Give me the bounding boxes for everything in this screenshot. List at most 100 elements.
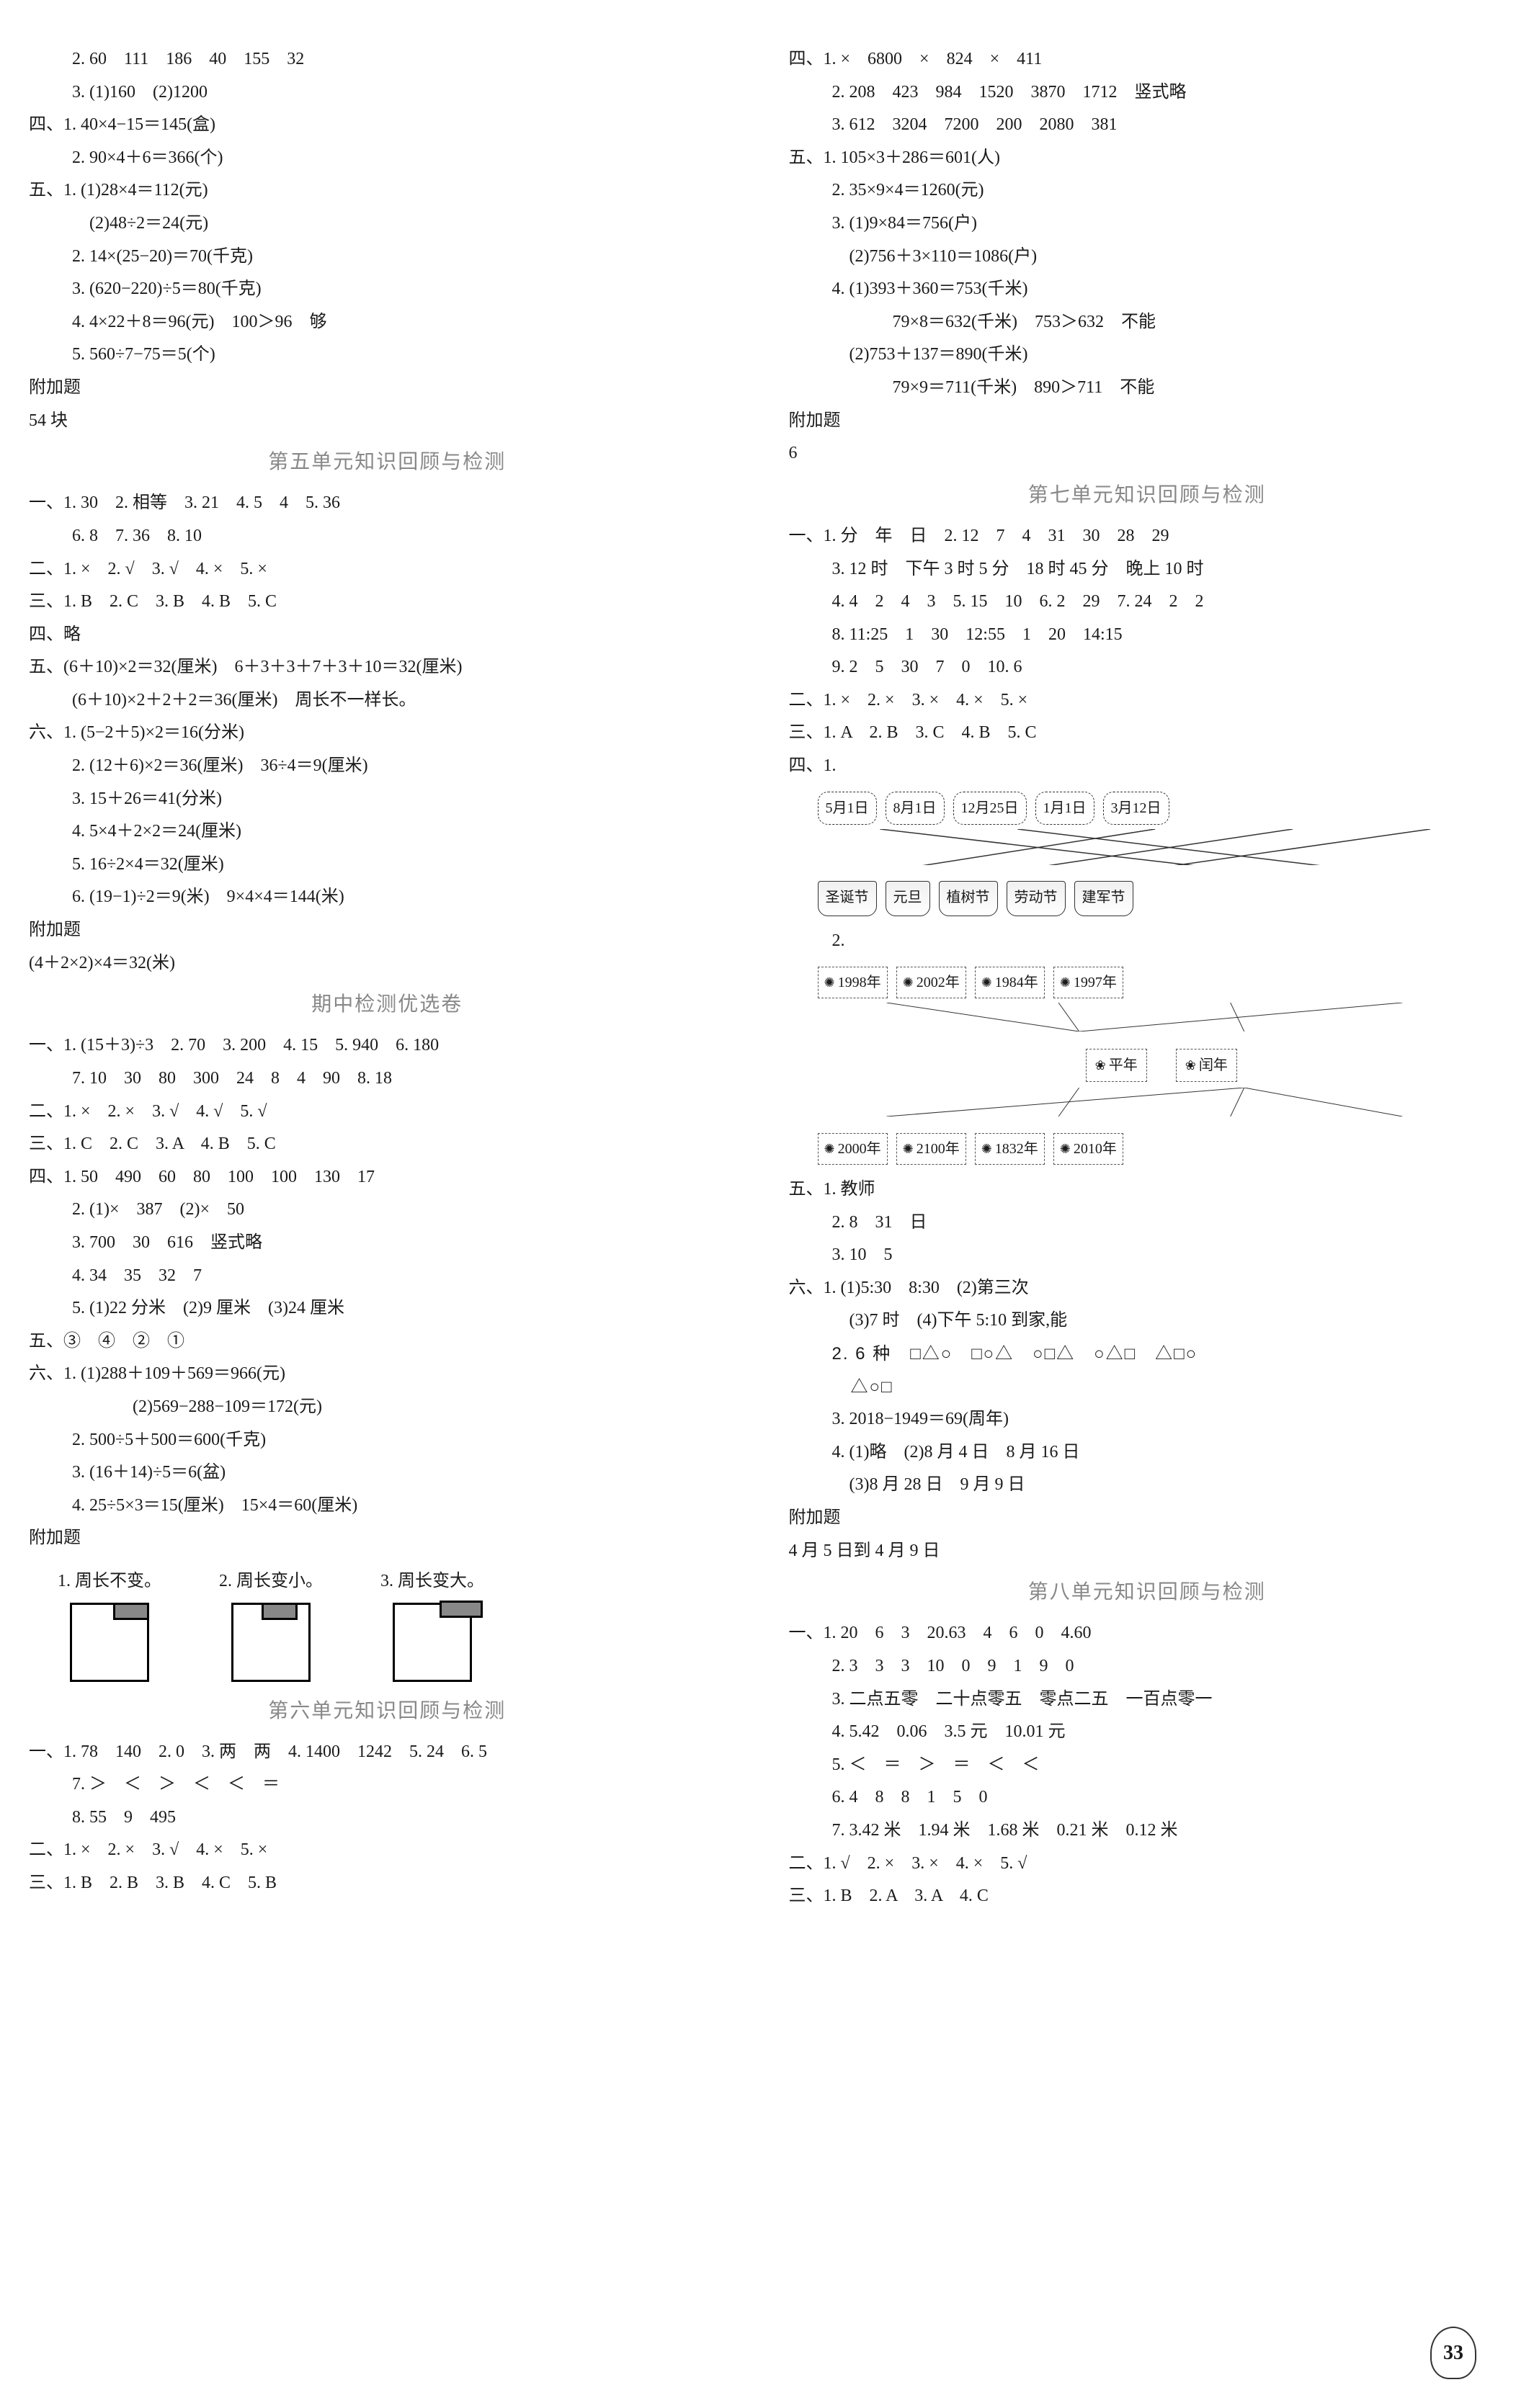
text-line: 4. 4 2 4 3 5. 15 10 6. 2 29 7. 24 2 2 [789,586,1506,619]
text-line: 三、1. C 2. C 3. A 4. B 5. C [29,1128,746,1161]
text-line: 4 月 5 日到 4 月 9 日 [789,1535,1506,1568]
text-line: 一、1. 分 年 日 2. 12 7 4 31 30 28 29 [789,520,1506,553]
year-box: 2100年 [896,1133,966,1165]
text-line: 3. 2018−1949＝69(周年) [789,1403,1506,1436]
unit-heading: 第五单元知识回顾与检测 [29,443,746,481]
date-tag: 3月12日 [1103,792,1169,825]
shape-2: 2. 周长变小。 [219,1565,323,1682]
text-line: 2. 6 种 □△○ □○△ ○□△ ○△□ △□○ [789,1338,1506,1371]
mid-pair-row: 平年 闰年 [818,1049,1506,1082]
text-line: 7. 10 30 80 300 24 8 4 90 8. 18 [29,1062,746,1096]
shape-3: 3. 周长变大。 [380,1565,484,1682]
year-type-box: 闰年 [1176,1049,1237,1082]
text-line: 5. 16÷2×4＝32(厘米) [29,849,746,882]
text-line: 2. 90×4＋6＝366(个) [29,142,746,175]
section-label: 附加题 [29,372,746,405]
connection-lines [818,1088,1506,1116]
text-line: 4. (1)393＋360＝753(千米) [789,273,1506,306]
text-line: (4＋2×2)×4＝32(米) [29,947,746,980]
perimeter-shapes: 1. 周长不变。 2. 周长变小。 3. 周长变大。 [58,1565,746,1682]
text-line: 3. 612 3204 7200 200 2080 381 [789,109,1506,142]
text-line: 三、1. B 2. A 3. A 4. C [789,1880,1506,1913]
text-line: 一、1. 78 140 2. 0 3. 两 两 4. 1400 1242 5. … [29,1736,746,1769]
unit-heading: 第六单元知识回顾与检测 [29,1692,746,1730]
date-tag: 1月1日 [1035,792,1094,825]
text-line: 2. 500÷5＋500＝600(千克) [29,1424,746,1457]
text-line: (6＋10)×2＋2＋2＝36(厘米) 周长不一样长。 [29,684,746,717]
text-line: 3. (16＋14)÷5＝6(盆) [29,1456,746,1490]
unit-heading: 期中检测优选卷 [29,985,746,1024]
festival-pot: 元旦 [886,881,930,916]
unit-heading: 第八单元知识回顾与检测 [789,1573,1506,1611]
shape-label: 3. 周长变大。 [380,1565,484,1598]
text-line: 4. (1)略 (2)8 月 4 日 8 月 16 日 [789,1436,1506,1469]
text-line: 6. 8 7. 36 8. 10 [29,520,746,553]
text-line: 五、1. 105×3＋286＝601(人) [789,142,1506,175]
top-years-row: 1998年 2002年 1984年 1997年 [818,967,1506,998]
text-line: 四、1. × 6800 × 824 × 411 [789,43,1506,76]
year-box: 2002年 [896,967,966,998]
text-line: 4. 5.42 0.06 3.5 元 10.01 元 [789,1716,1506,1749]
page-number-badge: 33 [1430,2327,1476,2379]
text-line: 3. 15＋26＝41(分米) [29,783,746,816]
section-label: 附加题 [789,405,1506,438]
text-line: 3. 10 5 [789,1239,1506,1272]
text-line: 54 块 [29,405,746,438]
page-container: 2. 60 111 186 40 155 32 3. (1)160 (2)120… [29,43,1505,1913]
text-line: 六、1. (1)5:30 8:30 (2)第三次 [789,1272,1506,1305]
matching-diagram-2: 1998年 2002年 1984年 1997年 平年 闰年 [818,967,1506,1165]
date-tag: 5月1日 [818,792,877,825]
text-line: 8. 11:25 1 30 12:55 1 20 14:15 [789,619,1506,652]
text-line: 5. (1)22 分米 (2)9 厘米 (3)24 厘米 [29,1292,746,1325]
text-line: 2. (12＋6)×2＝36(厘米) 36÷4＝9(厘米) [29,750,746,783]
text-line: 3. 二点五零 二十点零五 零点二五 一百点零一 [789,1683,1506,1717]
festival-pot: 劳动节 [1007,881,1066,916]
right-column: 四、1. × 6800 × 824 × 411 2. 208 423 984 1… [789,43,1506,1913]
shape-1: 1. 周长不变。 [58,1565,161,1682]
text-line: 3. (1)160 (2)1200 [29,76,746,109]
text-line: 79×8＝632(千米) 753＞632 不能 [789,306,1506,339]
section-label: 四、1. [789,750,1506,783]
text-line: 4. 4×22＋8＝96(元) 100＞96 够 [29,306,746,339]
text-line: 5. 560÷7−75＝5(个) [29,339,746,372]
festival-pot: 建军节 [1074,881,1133,916]
text-line: 9. 2 5 30 7 0 10. 6 [789,651,1506,684]
text-line: 6. (19−1)÷2＝9(米) 9×4×4＝144(米) [29,881,746,914]
subsection-label: 2. [789,925,1506,958]
text-line: 五、(6＋10)×2＝32(厘米) 6＋3＋3＋7＋3＋10＝32(厘米) [29,651,746,684]
text-line: 2. 208 423 984 1520 3870 1712 竖式略 [789,76,1506,109]
bottom-years-row: 2000年 2100年 1832年 2010年 [818,1133,1506,1165]
text-line: 2. 8 31 日 [789,1207,1506,1240]
text-line: 六、1. (5−2＋5)×2＝16(分米) [29,717,746,750]
connection-lines [818,1003,1506,1031]
text-line: 2. (1)× 387 (2)× 50 [29,1194,746,1227]
text-line: (3)8 月 28 日 9 月 9 日 [789,1469,1506,1502]
text-line: 8. 55 9 495 [29,1801,746,1835]
text-line: 三、1. B 2. C 3. B 4. B 5. C [29,586,746,619]
unit-heading: 第七单元知识回顾与检测 [789,476,1506,514]
text-line: 一、1. 30 2. 相等 3. 21 4. 5 4 5. 36 [29,487,746,520]
year-box: 1998年 [818,967,888,998]
text-line: 二、1. × 2. × 3. × 4. × 5. × [789,684,1506,717]
text-line: 79×9＝711(千米) 890＞711 不能 [789,372,1506,405]
text-line: 6. 4 8 8 1 5 0 [789,1781,1506,1814]
text-line: (2)753＋137＝890(千米) [789,339,1506,372]
festival-pot: 植树节 [939,881,998,916]
text-line: 三、1. A 2. B 3. C 4. B 5. C [789,717,1506,750]
year-box: 2000年 [818,1133,888,1165]
text-line: 7. 3.42 米 1.94 米 1.68 米 0.21 米 0.12 米 [789,1814,1506,1848]
matching-diagram-1: 5月1日 8月1日 12月25日 1月1日 3月12日 圣诞节 元旦 植树节 劳… [818,792,1506,917]
text-line: 二、1. √ 2. × 3. × 4. × 5. √ [789,1848,1506,1881]
text-line: 5. ＜ ＝ ＞ ＝ ＜ ＜ [789,1749,1506,1782]
year-box: 1984年 [975,967,1045,998]
text-line: 3. 12 时 下午 3 时 5 分 18 时 45 分 晚上 10 时 [789,553,1506,586]
text-line: 五、③ ④ ② ① [29,1325,746,1359]
text-line: 三、1. B 2. B 3. B 4. C 5. B [29,1867,746,1900]
text-line: 四、略 [29,619,746,652]
text-line: 2. 60 111 186 40 155 32 [29,43,746,76]
text-line: 四、1. 40×4−15＝145(盒) [29,109,746,142]
year-box: 2010年 [1053,1133,1123,1165]
text-line: 2. 35×9×4＝1260(元) [789,174,1506,207]
year-box: 1832年 [975,1133,1045,1165]
festival-pot: 圣诞节 [818,881,877,916]
